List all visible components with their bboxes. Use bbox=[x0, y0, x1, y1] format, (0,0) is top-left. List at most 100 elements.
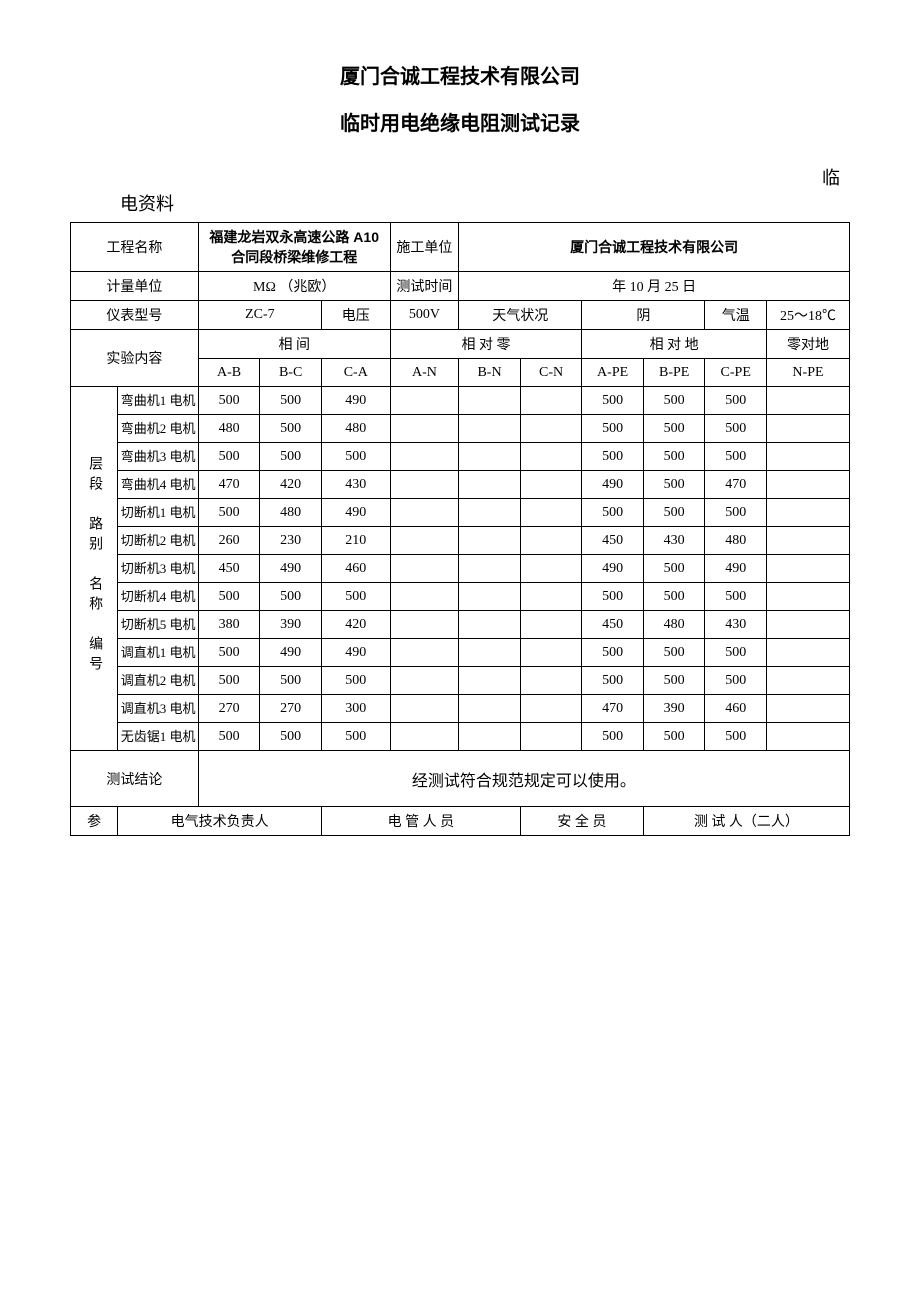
note-right: 临 bbox=[70, 164, 850, 190]
cell-npe bbox=[766, 387, 849, 415]
cell-ca: 420 bbox=[321, 611, 390, 639]
cell-ape: 490 bbox=[582, 471, 644, 499]
cell-bc: 500 bbox=[260, 415, 322, 443]
cell-cn bbox=[520, 499, 582, 527]
cell-ab: 470 bbox=[198, 471, 260, 499]
cell-an bbox=[390, 415, 459, 443]
footer-col3: 安 全 员 bbox=[520, 807, 643, 836]
cell-cn bbox=[520, 415, 582, 443]
doc-title: 临时用电绝缘电阻测试记录 bbox=[70, 107, 850, 136]
cell-bpe: 480 bbox=[643, 611, 705, 639]
cell-ape: 500 bbox=[582, 723, 644, 751]
cell-ab: 450 bbox=[198, 555, 260, 583]
col-ca: C-A bbox=[321, 359, 390, 387]
row-name: 弯曲机4 电机 bbox=[118, 471, 198, 499]
row-name: 调直机3 电机 bbox=[118, 695, 198, 723]
cell-bc: 500 bbox=[260, 723, 322, 751]
cell-ca: 210 bbox=[321, 527, 390, 555]
cell-cpe: 500 bbox=[705, 443, 767, 471]
cell-cpe: 500 bbox=[705, 415, 767, 443]
cell-ab: 480 bbox=[198, 415, 260, 443]
note-left: 电资料 bbox=[70, 190, 850, 216]
cell-bn bbox=[459, 583, 521, 611]
cell-bc: 490 bbox=[260, 555, 322, 583]
cell-cpe: 430 bbox=[705, 611, 767, 639]
row-name: 切断机1 电机 bbox=[118, 499, 198, 527]
cell-ab: 500 bbox=[198, 667, 260, 695]
weather-value: 阴 bbox=[582, 301, 705, 330]
cell-bc: 500 bbox=[260, 667, 322, 695]
cell-ca: 500 bbox=[321, 443, 390, 471]
cell-an bbox=[390, 583, 459, 611]
cell-ca: 500 bbox=[321, 667, 390, 695]
cell-npe bbox=[766, 415, 849, 443]
unit-value: MΩ （兆欧） bbox=[198, 272, 390, 301]
col-bpe: B-PE bbox=[643, 359, 705, 387]
cell-an bbox=[390, 723, 459, 751]
cell-ape: 490 bbox=[582, 555, 644, 583]
cell-cn bbox=[520, 723, 582, 751]
cell-npe bbox=[766, 499, 849, 527]
cell-cn bbox=[520, 639, 582, 667]
contractor-value: 厦门合诚工程技术有限公司 bbox=[459, 223, 850, 272]
record-table: 工程名称 福建龙岩双永高速公路 A10 合同段桥梁维修工程 施工单位 厦门合诚工… bbox=[70, 222, 850, 836]
project-value: 福建龙岩双永高速公路 A10 合同段桥梁维修工程 bbox=[198, 223, 390, 272]
cell-cpe: 500 bbox=[705, 583, 767, 611]
instrument-value: ZC-7 bbox=[198, 301, 321, 330]
instrument-label: 仪表型号 bbox=[71, 301, 199, 330]
col-npe: N-PE bbox=[766, 359, 849, 387]
cell-ape: 470 bbox=[582, 695, 644, 723]
unit-label: 计量单位 bbox=[71, 272, 199, 301]
project-label: 工程名称 bbox=[71, 223, 199, 272]
row-name: 调直机2 电机 bbox=[118, 667, 198, 695]
cell-an bbox=[390, 471, 459, 499]
row-name: 弯曲机3 电机 bbox=[118, 443, 198, 471]
side-label: 层段 路别 名称 编号 bbox=[71, 387, 118, 751]
cell-npe bbox=[766, 639, 849, 667]
footer-col1: 电气技术负责人 bbox=[118, 807, 322, 836]
row-name: 切断机5 电机 bbox=[118, 611, 198, 639]
cell-ab: 500 bbox=[198, 443, 260, 471]
cell-bc: 490 bbox=[260, 639, 322, 667]
cell-cpe: 500 bbox=[705, 667, 767, 695]
cell-ab: 380 bbox=[198, 611, 260, 639]
cell-bpe: 500 bbox=[643, 471, 705, 499]
cell-ab: 500 bbox=[198, 723, 260, 751]
cell-cn bbox=[520, 555, 582, 583]
cell-ca: 500 bbox=[321, 723, 390, 751]
cell-ape: 500 bbox=[582, 667, 644, 695]
cell-npe bbox=[766, 555, 849, 583]
cell-ape: 500 bbox=[582, 639, 644, 667]
conclusion-label: 测试结论 bbox=[71, 751, 199, 807]
weather-label: 天气状况 bbox=[459, 301, 582, 330]
cell-bn bbox=[459, 555, 521, 583]
footer-col0: 参 bbox=[71, 807, 118, 836]
group-neutral: 相 对 零 bbox=[390, 330, 582, 359]
cell-bpe: 500 bbox=[643, 499, 705, 527]
cell-bpe: 500 bbox=[643, 667, 705, 695]
cell-bpe: 390 bbox=[643, 695, 705, 723]
footer-col4: 测 试 人（二人） bbox=[643, 807, 849, 836]
row-name: 无齿锯1 电机 bbox=[118, 723, 198, 751]
cell-ape: 500 bbox=[582, 583, 644, 611]
cell-ab: 260 bbox=[198, 527, 260, 555]
cell-npe bbox=[766, 583, 849, 611]
cell-bn bbox=[459, 639, 521, 667]
row-name: 弯曲机1 电机 bbox=[118, 387, 198, 415]
cell-bpe: 500 bbox=[643, 723, 705, 751]
cell-cpe: 490 bbox=[705, 555, 767, 583]
cell-bc: 390 bbox=[260, 611, 322, 639]
cell-bc: 500 bbox=[260, 443, 322, 471]
row-name: 切断机3 电机 bbox=[118, 555, 198, 583]
cell-npe bbox=[766, 667, 849, 695]
cell-ca: 460 bbox=[321, 555, 390, 583]
cell-ca: 490 bbox=[321, 387, 390, 415]
cell-npe bbox=[766, 723, 849, 751]
cell-bc: 480 bbox=[260, 499, 322, 527]
cell-bc: 500 bbox=[260, 583, 322, 611]
cell-bn bbox=[459, 527, 521, 555]
cell-ca: 430 bbox=[321, 471, 390, 499]
cell-bn bbox=[459, 667, 521, 695]
cell-an bbox=[390, 611, 459, 639]
cell-an bbox=[390, 667, 459, 695]
